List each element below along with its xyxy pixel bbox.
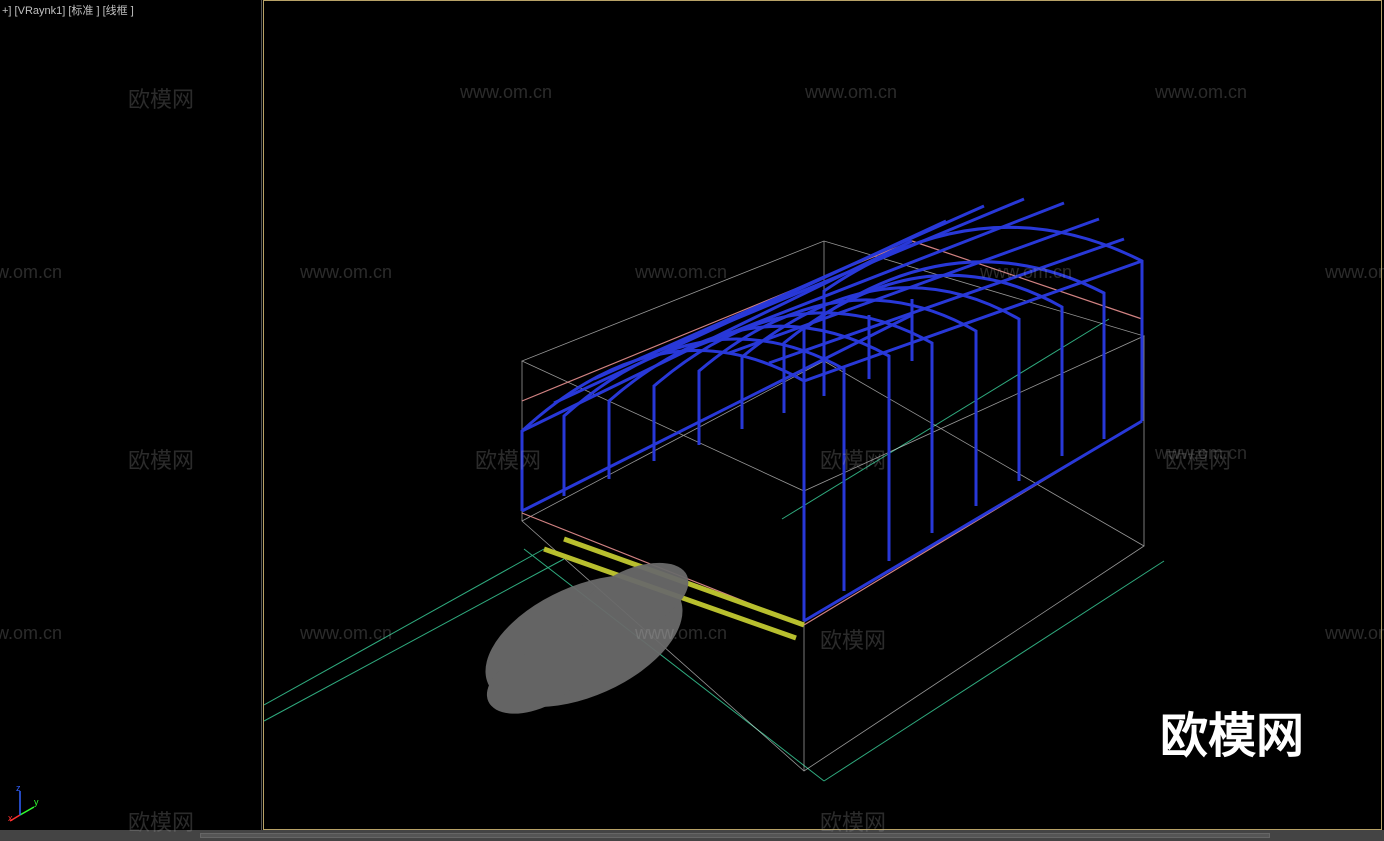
brand-logo-text: 欧模网 bbox=[1160, 696, 1304, 766]
axis-z-label: z bbox=[16, 783, 21, 793]
viewport-mode-label[interactable]: [线框 ] bbox=[103, 5, 134, 17]
left-panel-viewport[interactable] bbox=[0, 0, 262, 830]
app-root: +] [VRaynk1] [标准 ] [线框 ] bbox=[0, 0, 1384, 841]
axis-x-label: x bbox=[8, 813, 13, 823]
viewport-shading-label[interactable]: [标准 ] bbox=[68, 5, 99, 17]
timeline-slider[interactable] bbox=[200, 833, 1270, 838]
axis-gizmo[interactable]: x y z bbox=[8, 783, 48, 823]
viewport-camera-name[interactable]: [VRaynk1] bbox=[15, 5, 66, 17]
bounding-box bbox=[522, 241, 1144, 771]
viewport-label[interactable]: +] [VRaynk1] [标准 ] [线框 ] bbox=[2, 2, 134, 18]
axis-y-label: y bbox=[34, 797, 39, 807]
viewport-menu-plus[interactable]: +] bbox=[2, 5, 11, 17]
